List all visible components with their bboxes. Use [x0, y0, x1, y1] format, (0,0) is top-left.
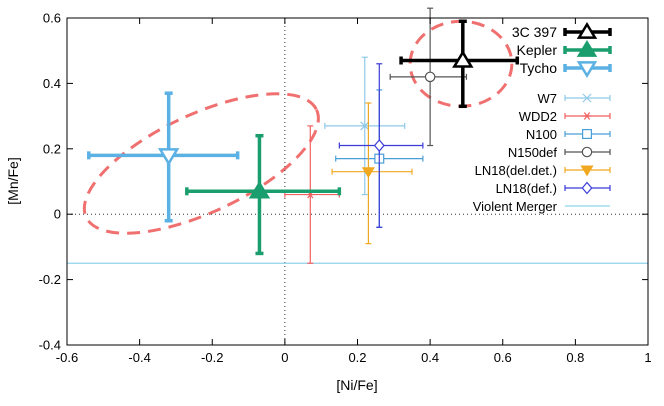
legend-tycho-label: Tycho	[520, 60, 558, 76]
observed-3c-397-marker	[452, 50, 474, 68]
model-ln18-def-marker	[373, 139, 385, 152]
legend-tycho-marker	[576, 61, 598, 79]
y-tick-label: 0	[54, 207, 61, 222]
highlight-ellipses	[82, 19, 514, 235]
x-tick-label: 1	[644, 350, 651, 365]
legend-ln18-def-marker	[581, 181, 593, 195]
legend-3c-397-label: 3C 397	[512, 24, 557, 40]
zero-lines	[67, 18, 648, 345]
observed-kepler-point	[185, 133, 342, 256]
legend-violent-merger-label: Violent Merger	[473, 199, 558, 214]
x-tick-label: 0.6	[494, 350, 512, 365]
x-tick-label: 0	[281, 350, 288, 365]
plot-frame	[66, 17, 649, 346]
legend-w7-marker	[582, 93, 592, 103]
observed-tycho-marker	[157, 148, 180, 166]
model-w7-point	[324, 56, 406, 196]
x-tick-label: 0.4	[421, 350, 439, 365]
y-tick-label: -0.4	[39, 338, 61, 353]
legend-w7-label: W7	[538, 91, 558, 106]
x-tick-label: 0.8	[566, 350, 584, 365]
legend-n100-marker	[581, 129, 592, 140]
legend-kepler-marker	[576, 39, 598, 57]
model-n150def-point	[389, 7, 468, 147]
data-series	[87, 7, 520, 264]
legend-ln18-del-det-label: LN18(del.det.)	[475, 163, 557, 178]
x-tick-label: -0.6	[56, 350, 78, 365]
axes: -0.6 -0.4 -0.2 0 0.2 0.4 0.6 0.8 1-0.4-0.200.20.…	[39, 11, 652, 366]
model-w7-marker	[360, 121, 370, 131]
legend-n150def-marker	[581, 146, 593, 158]
legend-kepler-label: Kepler	[517, 42, 558, 58]
x-tick-label: -0.4	[128, 350, 150, 365]
legend-n150def-label: N150def	[508, 145, 558, 160]
x-tick-label: 0.2	[348, 350, 366, 365]
y-tick-label: 0.4	[43, 76, 61, 91]
legend-wdd2-label: WDD2	[519, 109, 557, 124]
legend: 3C 397 Kepler Tycho W7 WDD2 N100 N150def LN18(d…	[473, 21, 612, 214]
model-ln18-del-det-point	[331, 102, 413, 245]
legend-3c-397-marker	[576, 21, 598, 39]
legend-ln18-del-det-marker	[580, 165, 594, 177]
y-tick-label: 0.6	[43, 11, 61, 26]
observed-tycho-point	[87, 91, 240, 223]
model-wdd2-point	[284, 125, 340, 264]
y-tick-label: 0.2	[43, 141, 61, 156]
y-axis-label: [Mn/Fe]	[5, 157, 21, 204]
legend-ln18-def-label: LN18(def.)	[496, 181, 557, 196]
observed-3c-397-point	[399, 19, 520, 109]
y-tick-label: -0.2	[39, 272, 61, 287]
x-tick-label: -0.2	[201, 350, 223, 365]
model-n150def-marker	[424, 71, 436, 83]
model-ln18-def-point	[338, 63, 424, 228]
model-ln18-del-det-marker	[361, 167, 375, 179]
legend-wdd2-marker	[582, 112, 592, 120]
highlight-ellipse-1	[82, 92, 320, 235]
x-axis-label: [Ni/Fe]	[336, 377, 377, 393]
legend-n100-label: N100	[526, 127, 557, 142]
observed-kepler-marker	[248, 180, 271, 199]
